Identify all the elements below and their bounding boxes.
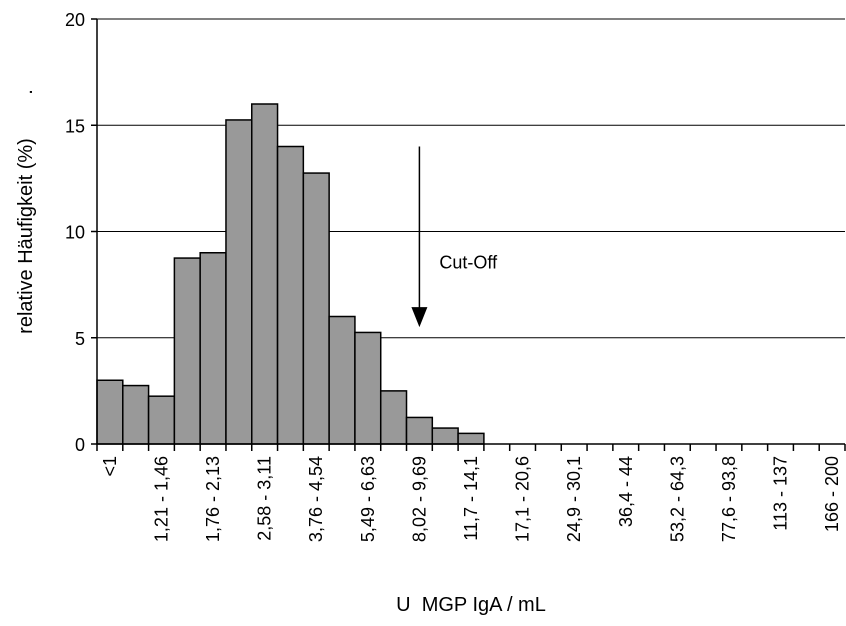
bar bbox=[147, 395, 176, 445]
cut-off-arrow-head bbox=[411, 307, 428, 328]
x-tick-label: 1,76 - 2,13 bbox=[203, 456, 223, 542]
x-tick-label: 166 - 200 bbox=[822, 456, 842, 532]
x-tick-label: 53,2 - 64,3 bbox=[667, 456, 687, 542]
bars bbox=[96, 103, 485, 445]
bar bbox=[173, 257, 201, 445]
bar bbox=[302, 172, 330, 445]
x-tick-label: 5,49 - 6,63 bbox=[358, 456, 378, 542]
y-tick-label: 10 bbox=[65, 223, 85, 243]
x-tick-label: 1,21 - 1,46 bbox=[151, 456, 171, 542]
x-tick-label: 113 - 137 bbox=[771, 456, 791, 531]
bar bbox=[199, 252, 227, 445]
y-tick-label: 15 bbox=[65, 116, 85, 136]
bar bbox=[457, 432, 485, 445]
x-tick-labels: <1 1,21 - 1,46 1,76 - 2,13 2,58 - 3,11 3,76 … bbox=[100, 456, 842, 542]
axes bbox=[91, 18, 846, 451]
y-axis-label: relative Häufigkeit (%) bbox=[15, 138, 37, 334]
x-tick-label: 2,58 - 3,11 bbox=[255, 456, 275, 541]
bar bbox=[276, 145, 305, 445]
x-axis-label: U MGP IgA / mL bbox=[396, 594, 546, 616]
bar bbox=[122, 384, 150, 445]
bar bbox=[354, 331, 382, 445]
x-tick-label: 24,9 - 30,1 bbox=[564, 456, 584, 542]
bar bbox=[251, 103, 279, 445]
y-tick-labels: 0 5 10 15 20 bbox=[65, 10, 85, 455]
x-tick-label: 36,4 - 44 bbox=[616, 456, 636, 527]
x-tick-label: 17,1 - 20,6 bbox=[513, 456, 533, 542]
gridlines bbox=[97, 18, 845, 339]
y-axis-label-dot: . bbox=[15, 89, 37, 95]
bar bbox=[96, 379, 124, 445]
bar bbox=[405, 416, 434, 445]
cut-off-label: Cut-Off bbox=[439, 253, 498, 273]
bar bbox=[379, 390, 408, 445]
x-tick-label: <1 bbox=[100, 456, 120, 477]
bar bbox=[328, 315, 356, 445]
x-tick-label: 3,76 - 4,54 bbox=[306, 456, 326, 542]
bar bbox=[431, 427, 459, 445]
bar bbox=[225, 119, 253, 445]
cut-off-annotation: Cut-Off bbox=[411, 146, 498, 328]
x-tick-label: 11,7 - 14,1 bbox=[461, 456, 481, 541]
x-tick-label: 8,02 - 9,69 bbox=[409, 456, 429, 542]
x-tick-label: 77,6 - 93,8 bbox=[719, 456, 739, 542]
y-tick-label: 5 bbox=[75, 329, 85, 349]
y-tick-label: 0 bbox=[75, 435, 85, 455]
y-tick-label: 20 bbox=[65, 10, 85, 30]
